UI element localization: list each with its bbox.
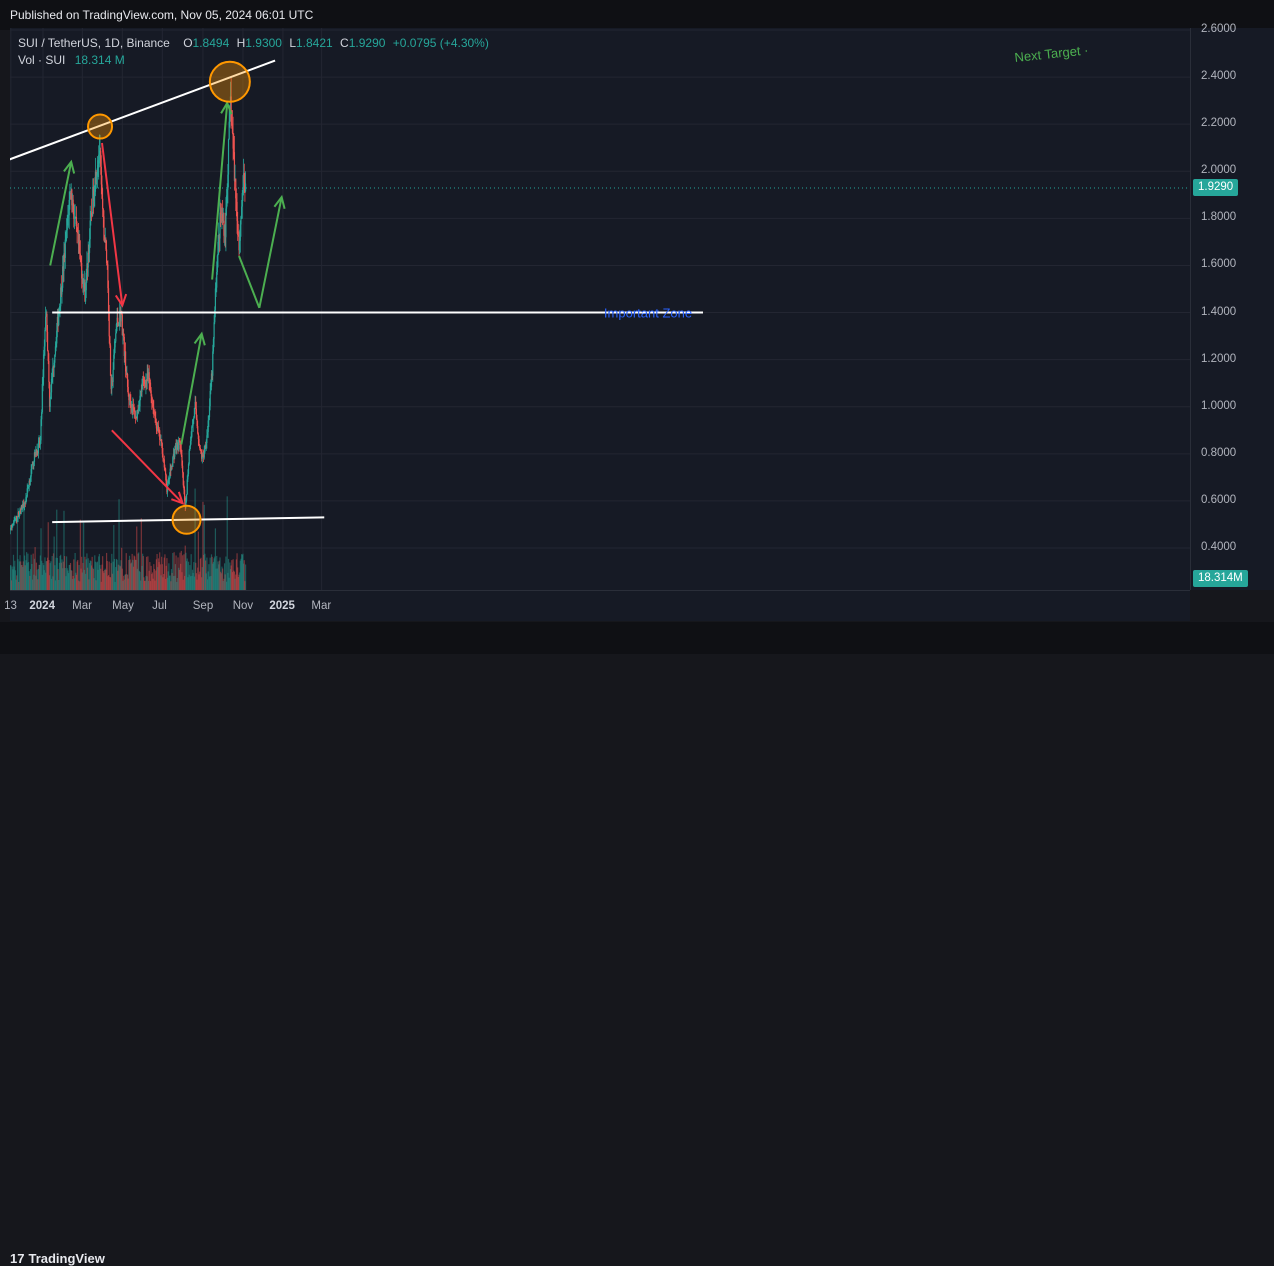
candle-body: [110, 345, 111, 375]
time-tick-label: Jul: [152, 600, 167, 612]
published-text: Published on TradingView.com, Nov 05, 20…: [10, 8, 313, 22]
legend-close: 1.9290: [349, 36, 386, 50]
legend-low-label: L: [289, 36, 296, 50]
published-bar: Published on TradingView.com, Nov 05, 20…: [0, 0, 1274, 30]
chart-svg[interactable]: Important Zone Next Target ·: [10, 28, 1190, 590]
price-tick-label: 1.2000: [1201, 353, 1236, 365]
legend-change: +0.0795 (+4.30%): [393, 36, 489, 50]
time-tick-label: 2024: [29, 600, 55, 612]
candle-body: [189, 451, 190, 464]
tradingview-logo-icon: 17: [10, 1251, 24, 1266]
next-target-label: Next Target ·: [1014, 42, 1089, 65]
price-tick-label: 0.8000: [1201, 447, 1236, 459]
legend-high: 1.9300: [245, 36, 282, 50]
chart-area[interactable]: Important Zone Next Target ·: [10, 28, 1190, 590]
candle-body: [102, 199, 103, 209]
important-zone-label: Important Zone: [604, 306, 692, 321]
legend-volume-row: Vol · SUI 18.314 M: [18, 53, 489, 70]
legend-close-label: C: [340, 36, 349, 50]
candle-body: [186, 494, 187, 500]
legend-vol: 18.314 M: [75, 53, 125, 67]
legend-price-row: SUI / TetherUS, 1D, Binance O1.8494 H1.9…: [18, 36, 489, 53]
time-tick-label: Sep: [193, 600, 213, 612]
candle-body: [158, 426, 159, 430]
candle-body: [115, 333, 116, 341]
green-arrow: [239, 256, 259, 308]
candle-body: [128, 387, 129, 394]
last-price-badge: 1.9290: [1193, 179, 1238, 196]
candle-body: [113, 370, 114, 382]
chart-legend: SUI / TetherUS, 1D, Binance O1.8494 H1.9…: [18, 36, 489, 70]
price-tick-label: 2.2000: [1201, 117, 1236, 129]
price-tick-label: 1.4000: [1201, 306, 1236, 318]
annotation-layer: Important Zone Next Target ·: [10, 42, 1089, 533]
candle-body: [174, 450, 175, 457]
time-tick-label: Mar: [311, 600, 331, 612]
tradingview-logo[interactable]: 17 TradingView: [10, 1251, 105, 1266]
legend-low: 1.8421: [296, 36, 333, 50]
highlight-circle: [88, 115, 112, 139]
price-tick-label: 0.4000: [1201, 541, 1236, 553]
time-tick-label: 13: [4, 600, 17, 612]
price-tick-label: 1.6000: [1201, 258, 1236, 270]
time-tick-label: 2025: [269, 600, 295, 612]
legend-open-label: O: [183, 36, 192, 50]
volume-bars: [10, 489, 246, 590]
candle-body: [47, 332, 48, 351]
time-tick-label: May: [112, 600, 134, 612]
red-arrow: [102, 143, 122, 305]
candle-body: [162, 454, 163, 458]
candle-body: [44, 330, 45, 347]
candle-body: [45, 317, 46, 330]
time-tick-label: Nov: [233, 600, 253, 612]
candlesticks: [10, 78, 246, 542]
last-volume-badge: 18.314M: [1193, 570, 1248, 587]
legend-vol-label: Vol · SUI: [18, 53, 65, 67]
legend-open: 1.8494: [193, 36, 230, 50]
candle-body: [214, 322, 215, 339]
price-tick-label: 1.8000: [1201, 211, 1236, 223]
price-tick-label: 2.6000: [1201, 23, 1236, 35]
highlight-circle: [173, 506, 201, 534]
candle-body: [212, 351, 213, 375]
tradingview-brand: TradingView: [28, 1251, 104, 1266]
candle-body: [109, 313, 110, 336]
volume-bar: [245, 564, 246, 590]
price-tick-label: 2.4000: [1201, 70, 1236, 82]
candle-body: [194, 408, 195, 417]
price-tick-label: 1.0000: [1201, 400, 1236, 412]
green-arrow: [259, 197, 281, 308]
price-tick-label: 2.0000: [1201, 164, 1236, 176]
time-tick-label: Mar: [72, 600, 92, 612]
candle-body: [48, 361, 49, 382]
candle-body: [245, 184, 246, 192]
candle-body: [50, 399, 51, 407]
candle-body: [182, 466, 183, 473]
price-tick-label: 0.6000: [1201, 494, 1236, 506]
candle-body: [228, 139, 229, 175]
legend-high-label: H: [237, 36, 246, 50]
green-arrow: [212, 103, 227, 280]
legend-symbol: SUI / TetherUS, 1D, Binance: [18, 36, 170, 50]
